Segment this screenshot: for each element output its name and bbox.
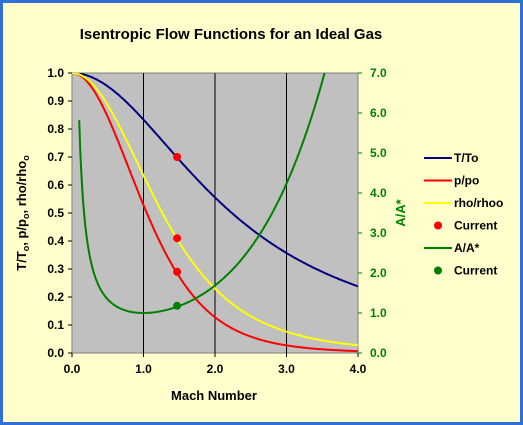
y-left-tick-label: 0.5 (47, 206, 64, 220)
y-left-tick-label: 0.4 (47, 234, 64, 248)
legend-label: Current (454, 264, 497, 278)
current-marker (173, 153, 182, 161)
y-right-tick-label: 3.0 (370, 226, 387, 240)
y-left-label-part-rho: , rho/rho (14, 161, 29, 214)
y-left-tick-label: 1.0 (47, 66, 64, 80)
y-left-label-sub: o (21, 155, 31, 161)
legend-label: T/To (454, 151, 478, 165)
x-tick-label: 3.0 (278, 362, 295, 376)
x-tick-label: 0.0 (64, 362, 81, 376)
y-right-tick-label: 1.0 (370, 306, 387, 320)
current-marker (173, 301, 182, 310)
current-marker (173, 267, 182, 276)
y-axis-left-label: T/To, p/po, rho/rhoo (14, 155, 31, 271)
legend-label: rho/rhoo (454, 196, 503, 210)
legend-label: Current (454, 219, 497, 233)
y-left-tick-label: 0.6 (47, 178, 64, 192)
y-right-tick-label: 4.0 (370, 186, 387, 200)
y-right-tick-label: 7.0 (370, 66, 387, 80)
x-tick-label: 4.0 (350, 362, 367, 376)
y-left-label-part-T: T/T (14, 251, 29, 271)
series-line (78, 73, 326, 314)
legend-label: p/po (454, 174, 479, 188)
y-left-label-sub: o (21, 245, 31, 251)
y-left-tick-label: 0.0 (47, 346, 64, 360)
y-right-tick-label: 2.0 (370, 266, 387, 280)
y-left-label-sub: o (21, 213, 31, 219)
series-line (72, 73, 358, 347)
y-right-tick-label: 6.0 (370, 106, 387, 120)
chart-title: Isentropic Flow Functions for an Ideal G… (80, 26, 383, 43)
y-left-tick-label: 0.2 (47, 290, 64, 304)
y-left-label-part-p: , p/p (14, 219, 29, 246)
x-tick-label: 1.0 (135, 362, 152, 376)
x-axis-label: Mach Number (171, 388, 257, 403)
y-axis-right-label: A/A* (393, 198, 408, 226)
y-right-tick-label: 5.0 (370, 146, 387, 160)
y-right-tick-label: 0.0 (370, 346, 387, 360)
tick-labels: 0.0 1.0 2.0 3.0 4.00.00.10.20.30.40.50.60.70… (47, 66, 387, 376)
y-left-tick-label: 0.1 (47, 318, 64, 332)
y-left-tick-label: 0.7 (47, 150, 64, 164)
legend: T/To p/po rho/rhoo Current A/A* Current (424, 151, 503, 278)
series-lines (72, 73, 358, 353)
series-markers (173, 153, 182, 310)
legend-marker (434, 221, 442, 230)
x-tick-label: 2.0 (207, 362, 224, 376)
legend-marker (434, 266, 442, 275)
series-line (72, 73, 358, 353)
current-marker (173, 234, 182, 243)
legend-label: A/A* (454, 241, 480, 255)
y-left-tick-label: 0.9 (47, 94, 64, 108)
y-left-tick-label: 0.3 (47, 262, 64, 276)
series-line (72, 73, 358, 288)
y-left-tick-label: 0.8 (47, 122, 64, 136)
